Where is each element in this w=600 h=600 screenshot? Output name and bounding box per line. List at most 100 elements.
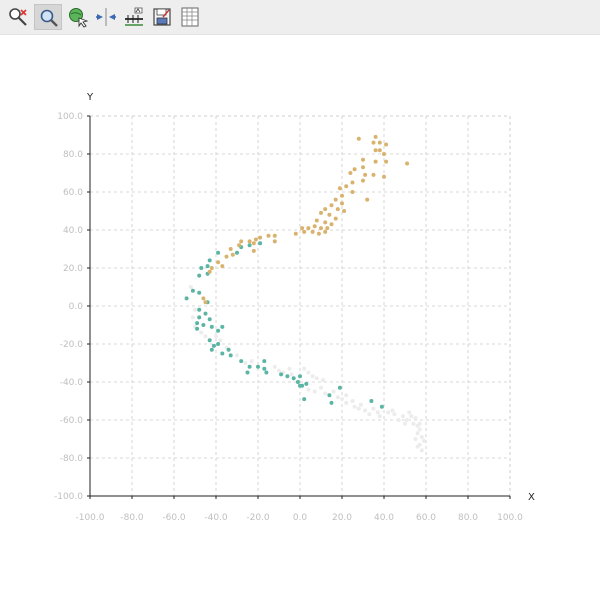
data-point <box>310 229 315 234</box>
axis-tool-button[interactable] <box>120 4 148 30</box>
data-point <box>300 226 305 231</box>
table-tool-button[interactable] <box>176 4 204 30</box>
data-point <box>295 380 300 384</box>
data-point <box>312 389 317 394</box>
data-point <box>409 414 414 419</box>
pan-tool-button[interactable] <box>64 4 92 30</box>
data-point <box>302 366 307 371</box>
data-point <box>239 239 244 244</box>
data-point <box>230 252 235 257</box>
data-point <box>377 140 382 145</box>
data-point <box>382 174 386 179</box>
data-point <box>220 324 225 329</box>
data-point <box>291 376 296 381</box>
zoom-tool-button[interactable] <box>34 4 62 30</box>
data-point <box>340 397 344 402</box>
data-point <box>365 197 370 202</box>
data-point <box>377 148 382 153</box>
data-point <box>321 378 326 383</box>
zoom-in-tool-button[interactable] <box>4 4 32 30</box>
data-point <box>207 258 212 263</box>
data-point <box>386 410 391 415</box>
data-point <box>216 260 221 265</box>
data-point <box>367 412 372 417</box>
data-point <box>329 400 334 405</box>
data-point <box>329 222 334 227</box>
data-point <box>323 229 328 234</box>
data-point <box>193 307 197 312</box>
x-tick-label: 40.0 <box>374 513 394 523</box>
data-point <box>262 366 267 371</box>
y-tick-label: 0.0 <box>69 302 84 312</box>
data-point <box>228 353 233 358</box>
data-point <box>205 264 210 269</box>
data-point <box>314 218 319 223</box>
data-point <box>302 229 307 234</box>
data-point <box>403 421 407 426</box>
data-point <box>264 370 269 375</box>
x-tick-label: -100.0 <box>75 513 104 523</box>
data-point <box>188 285 193 289</box>
data-point <box>411 421 416 426</box>
data-point <box>350 399 355 403</box>
data-point <box>247 364 252 369</box>
x-tick-label: -80.0 <box>120 513 144 523</box>
magnifier-icon <box>40 9 58 27</box>
data-point <box>239 359 244 364</box>
data-point <box>352 404 357 409</box>
data-point <box>327 212 332 217</box>
data-point <box>314 376 319 381</box>
data-point <box>371 140 376 145</box>
data-point <box>209 324 214 329</box>
x-tick-label: 0.0 <box>293 513 308 523</box>
data-point <box>214 334 218 339</box>
table-icon <box>181 7 199 27</box>
data-point <box>405 161 410 166</box>
data-point <box>415 431 420 436</box>
data-point <box>356 406 361 411</box>
data-point <box>335 395 340 400</box>
x-tick-label: 100.0 <box>497 513 523 523</box>
toolbar <box>0 0 600 35</box>
tick-labels: -100.0 -80.0 -60.0 -40.0 -20.0 0.0 20.0 40.0 60.… <box>54 112 523 523</box>
save-icon <box>153 8 171 26</box>
data-point <box>195 321 200 326</box>
data-point <box>319 385 323 390</box>
data-point <box>400 414 405 419</box>
data-point <box>316 231 321 236</box>
data-point <box>358 402 363 407</box>
data-point <box>350 190 355 194</box>
data-point <box>306 387 311 392</box>
data-point <box>344 184 349 189</box>
y-tick-label: -60.0 <box>60 416 84 426</box>
data-point <box>195 326 200 331</box>
y-axis-title: Y <box>86 92 94 103</box>
data-point <box>245 370 250 375</box>
data-point <box>384 142 389 147</box>
data-point <box>384 159 389 164</box>
data-point <box>293 231 298 236</box>
data-point <box>342 209 347 213</box>
data-point <box>373 159 378 164</box>
data-point <box>251 248 256 253</box>
data-point <box>310 374 315 379</box>
y-tick-label: 60.0 <box>63 188 83 198</box>
fit-tool-button[interactable] <box>92 4 120 30</box>
y-tick-label: 100.0 <box>57 112 83 122</box>
data-point <box>277 368 281 373</box>
data-point <box>390 408 395 413</box>
data-point <box>220 264 225 269</box>
data-point <box>356 136 361 141</box>
save-tool-button[interactable] <box>148 4 176 30</box>
data-point <box>373 148 378 153</box>
y-tick-label: -100.0 <box>54 492 83 502</box>
scatter-plot[interactable]: -100.0 -80.0 -60.0 -40.0 -20.0 0.0 20.0 40.0 60.… <box>0 34 600 600</box>
data-point <box>220 351 225 356</box>
data-point <box>211 343 216 348</box>
data-point <box>337 186 342 191</box>
data-point <box>228 247 233 251</box>
data-point <box>199 266 204 270</box>
x-tick-label: 80.0 <box>458 513 478 523</box>
data-point <box>350 180 355 185</box>
data-point <box>396 418 401 422</box>
